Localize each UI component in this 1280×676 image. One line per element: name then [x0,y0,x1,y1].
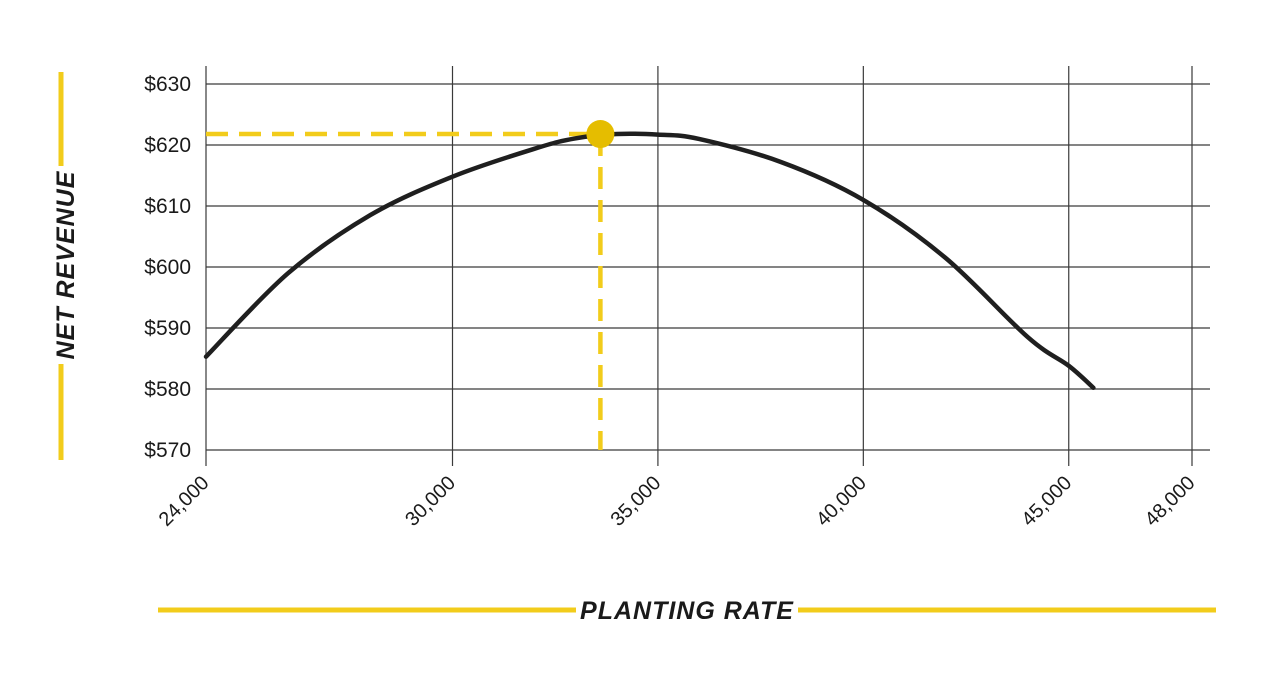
x-tick-label: 48,000 [1141,472,1200,531]
y-tick-label: $590 [144,317,191,340]
x-tick-label: 35,000 [607,472,666,531]
x-tick-label: 45,000 [1017,472,1076,531]
vertical-gridlines [205,66,1193,466]
x-axis-title: PLANTING RATE [580,597,794,625]
x-tick-label: 40,000 [812,472,871,531]
y-tick-label: $620 [144,134,191,157]
y-tick-labels: $570 $580 $590 $600 $610 $620 $630 [144,73,191,462]
x-tick-label: 30,000 [401,472,460,531]
y-tick-label: $570 [144,439,191,462]
y-axis-title: NET REVENUE [52,170,80,359]
y-tick-label: $600 [144,256,191,279]
y-tick-label: $610 [144,195,191,218]
x-tick-labels: 24,000 30,000 35,000 40,000 45,000 48,000 [155,472,1200,531]
optimum-point-marker [586,120,615,149]
optimum-guide-lines [206,131,603,450]
horizontal-gridlines [206,83,1210,451]
y-tick-label: $580 [144,378,191,401]
net-revenue-curve [203,131,1096,391]
x-tick-label: 24,000 [155,472,214,531]
y-tick-label: $630 [144,73,191,96]
